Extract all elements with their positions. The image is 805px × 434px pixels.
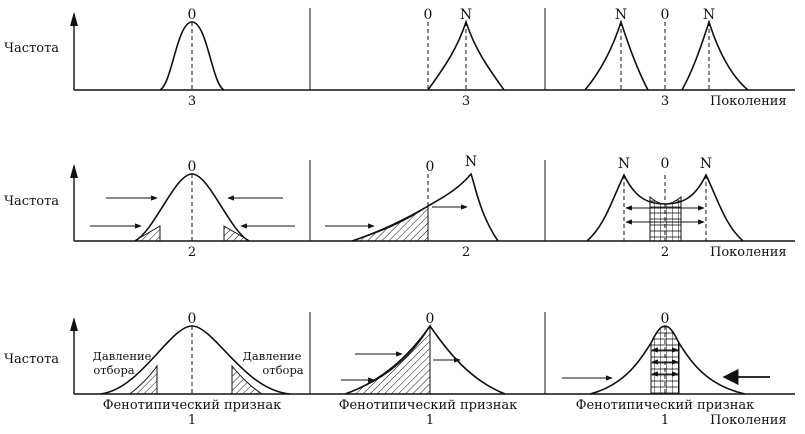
panel-r2c1: 0 [90,159,295,242]
zero-mark: 0 [661,7,670,23]
panel-r2c3: N 0 N [586,156,744,242]
panel-r3c1: Давление отбора Давление отбора 0 [93,311,304,395]
generation-number-r3c1: 1 [188,413,196,428]
zero-mark: 0 [188,7,197,23]
n-mark: N [460,7,472,23]
generation-number-r2c2: 2 [462,245,470,260]
zero-mark: 0 [188,311,197,327]
zero-mark: 0 [661,156,670,172]
generation-number-r2c1: 2 [188,245,196,260]
n-mark-right: N [700,156,712,172]
frequency-label-row2: Частота [4,194,59,209]
panel-r1c3: N 0 N [584,7,749,91]
n-mark: N [465,154,477,170]
panel-r2c2: 0 N [325,154,499,242]
frequency-label-row3: Частота [4,352,59,367]
panel-r1c2: 0 N [424,7,505,91]
generation-number-r1c3: 3 [661,94,669,109]
selection-pressure-left-line1: Давление [93,349,152,363]
selection-pressure-right-line2: отбора [262,363,303,377]
generations-label-row2: Поколения [710,245,787,260]
y-axes [70,12,78,394]
generations-label-row3: Поколения [710,413,787,428]
trait-label-c2: Фенотипический признак [339,398,518,413]
generation-number-r1c2: 3 [462,94,470,109]
n-mark-left: N [618,156,630,172]
panel-r3c2: 0 [341,311,506,395]
panel-r3c3: 0 [562,311,770,395]
zero-mark: 0 [426,311,435,327]
column-separators [309,8,546,394]
baselines [74,89,795,395]
trait-label-c3: Фенотипический признак [576,398,755,413]
generation-number-r1c1: 3 [188,94,196,109]
zero-mark: 0 [188,159,197,175]
frequency-label-row1: Частота [4,41,59,56]
zero-mark: 0 [661,311,670,327]
trait-label-c1: Фенотипический признак [103,398,282,413]
generation-number-r3c2: 1 [426,413,434,428]
zero-mark: 0 [426,159,435,175]
zero-mark: 0 [424,7,433,23]
selection-pressure-left-line2: отбора [93,363,134,377]
panel-r1c1: 0 [159,7,225,91]
n-mark-left: N [615,7,627,23]
n-mark-right: N [703,7,715,23]
generation-number-r2c3: 2 [661,245,669,260]
selection-pressure-right-line1: Давление [243,349,302,363]
generation-number-r3c3: 1 [661,413,669,428]
generations-label-row1: Поколения [710,94,787,109]
